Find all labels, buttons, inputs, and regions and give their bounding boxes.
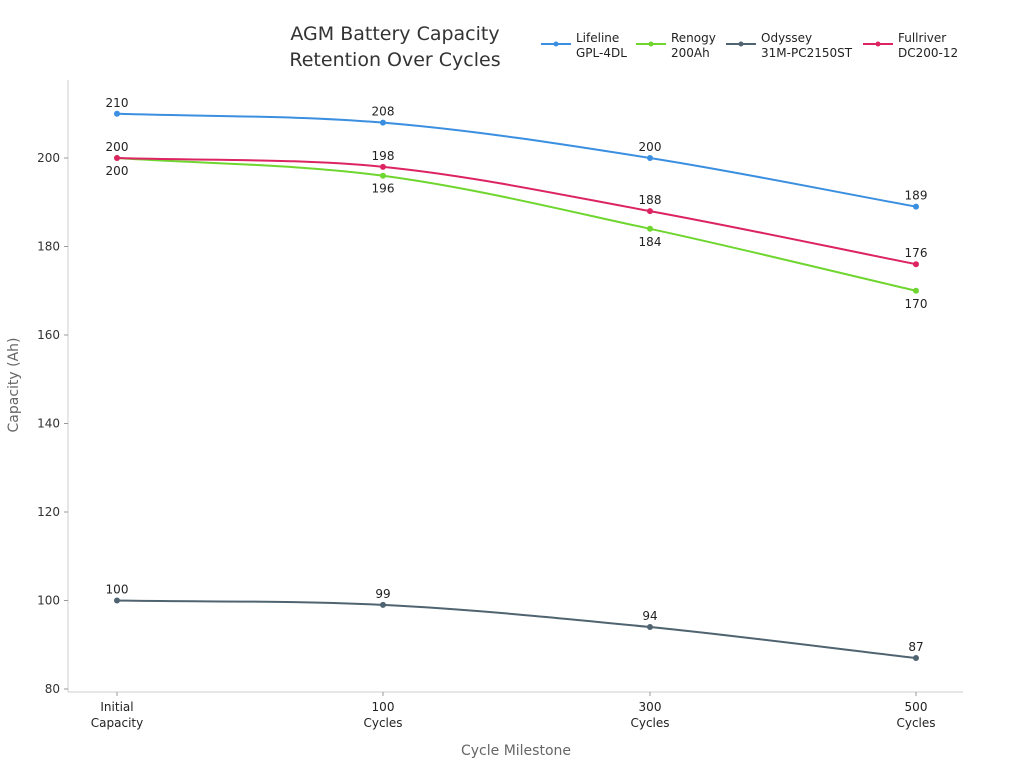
data-point-lifeline xyxy=(380,119,386,126)
legend-label: Renogy xyxy=(671,31,716,45)
legend-marker xyxy=(875,41,881,47)
data-label-odyssey: 94 xyxy=(642,609,657,623)
data-point-fullriver xyxy=(913,261,919,268)
y-tick-label: 180 xyxy=(37,240,60,254)
data-label-odyssey: 87 xyxy=(908,640,923,654)
x-tick-label: Capacity xyxy=(91,716,143,730)
data-label-renogy: 170 xyxy=(905,297,928,311)
data-point-odyssey xyxy=(913,655,919,662)
data-point-renogy xyxy=(913,287,919,294)
data-label-renogy: 184 xyxy=(639,235,662,249)
x-tick-label: 300 xyxy=(639,700,662,714)
x-tick-label: Cycles xyxy=(630,716,669,730)
data-label-lifeline: 210 xyxy=(106,96,129,110)
legend-label: DC200-12 xyxy=(898,46,958,60)
legend-marker xyxy=(553,41,559,47)
y-tick-label: 100 xyxy=(37,594,60,608)
data-point-odyssey xyxy=(380,601,386,608)
x-tick-label: Cycles xyxy=(363,716,402,730)
data-point-renogy xyxy=(380,172,386,179)
x-tick-label: Initial xyxy=(100,700,133,714)
legend-label: 31M-PC2150ST xyxy=(761,46,853,60)
y-tick-label: 160 xyxy=(37,328,60,342)
data-point-fullriver xyxy=(647,208,653,215)
legend-label: 200Ah xyxy=(671,46,710,60)
data-label-lifeline: 189 xyxy=(905,189,928,203)
data-label-fullriver: 188 xyxy=(639,193,662,207)
series-line-lifeline xyxy=(116,112,917,208)
data-label-odyssey: 99 xyxy=(375,587,390,601)
data-point-odyssey xyxy=(647,624,653,631)
chart-title: AGM Battery Capacity xyxy=(290,23,499,45)
data-label-lifeline: 208 xyxy=(372,105,395,119)
chart-title: Retention Over Cycles xyxy=(289,49,500,71)
y-tick-label: 80 xyxy=(45,682,60,696)
y-tick-label: 120 xyxy=(37,505,60,519)
series-line-fullriver xyxy=(116,157,917,266)
data-label-lifeline: 200 xyxy=(639,140,662,154)
x-tick-label: Cycles xyxy=(896,716,935,730)
data-point-odyssey xyxy=(114,597,120,604)
data-point-lifeline xyxy=(913,203,919,210)
data-label-renogy: 200 xyxy=(106,164,129,178)
series-line-renogy xyxy=(116,157,917,292)
data-point-lifeline xyxy=(647,155,653,161)
series-line-odyssey xyxy=(116,599,917,660)
y-axis-label: Capacity (Ah) xyxy=(6,337,22,432)
data-point-renogy xyxy=(647,225,653,232)
y-tick-label: 200 xyxy=(37,151,60,165)
data-point-fullriver xyxy=(114,155,120,161)
x-axis-label: Cycle Milestone xyxy=(461,743,571,759)
legend-label: GPL-4DL xyxy=(576,46,627,60)
y-tick-label: 140 xyxy=(37,417,60,431)
legend-label: Fullriver xyxy=(898,31,946,45)
data-point-fullriver xyxy=(380,163,386,170)
legend-marker xyxy=(648,41,654,47)
legend-marker xyxy=(738,41,744,47)
data-label-odyssey: 100 xyxy=(106,583,129,597)
legend-label: Lifeline xyxy=(576,31,619,45)
data-point-lifeline xyxy=(114,110,120,117)
legend-label: Odyssey xyxy=(761,31,812,45)
data-label-fullriver: 198 xyxy=(372,149,395,163)
data-label-fullriver: 200 xyxy=(106,140,129,154)
x-tick-label: 100 xyxy=(372,700,395,714)
data-label-renogy: 196 xyxy=(372,182,395,196)
x-tick-label: 500 xyxy=(905,700,928,714)
data-label-fullriver: 176 xyxy=(905,246,928,260)
